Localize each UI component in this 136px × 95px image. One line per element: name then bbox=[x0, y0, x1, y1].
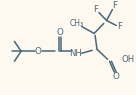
Text: F: F bbox=[112, 1, 117, 10]
Text: O: O bbox=[113, 72, 120, 81]
Text: F: F bbox=[117, 22, 122, 31]
Text: F: F bbox=[94, 5, 98, 14]
Text: O: O bbox=[35, 47, 42, 56]
Text: NH: NH bbox=[69, 49, 82, 58]
Text: CH₃: CH₃ bbox=[70, 19, 84, 28]
Text: OH: OH bbox=[121, 55, 134, 64]
Text: O: O bbox=[56, 28, 63, 37]
